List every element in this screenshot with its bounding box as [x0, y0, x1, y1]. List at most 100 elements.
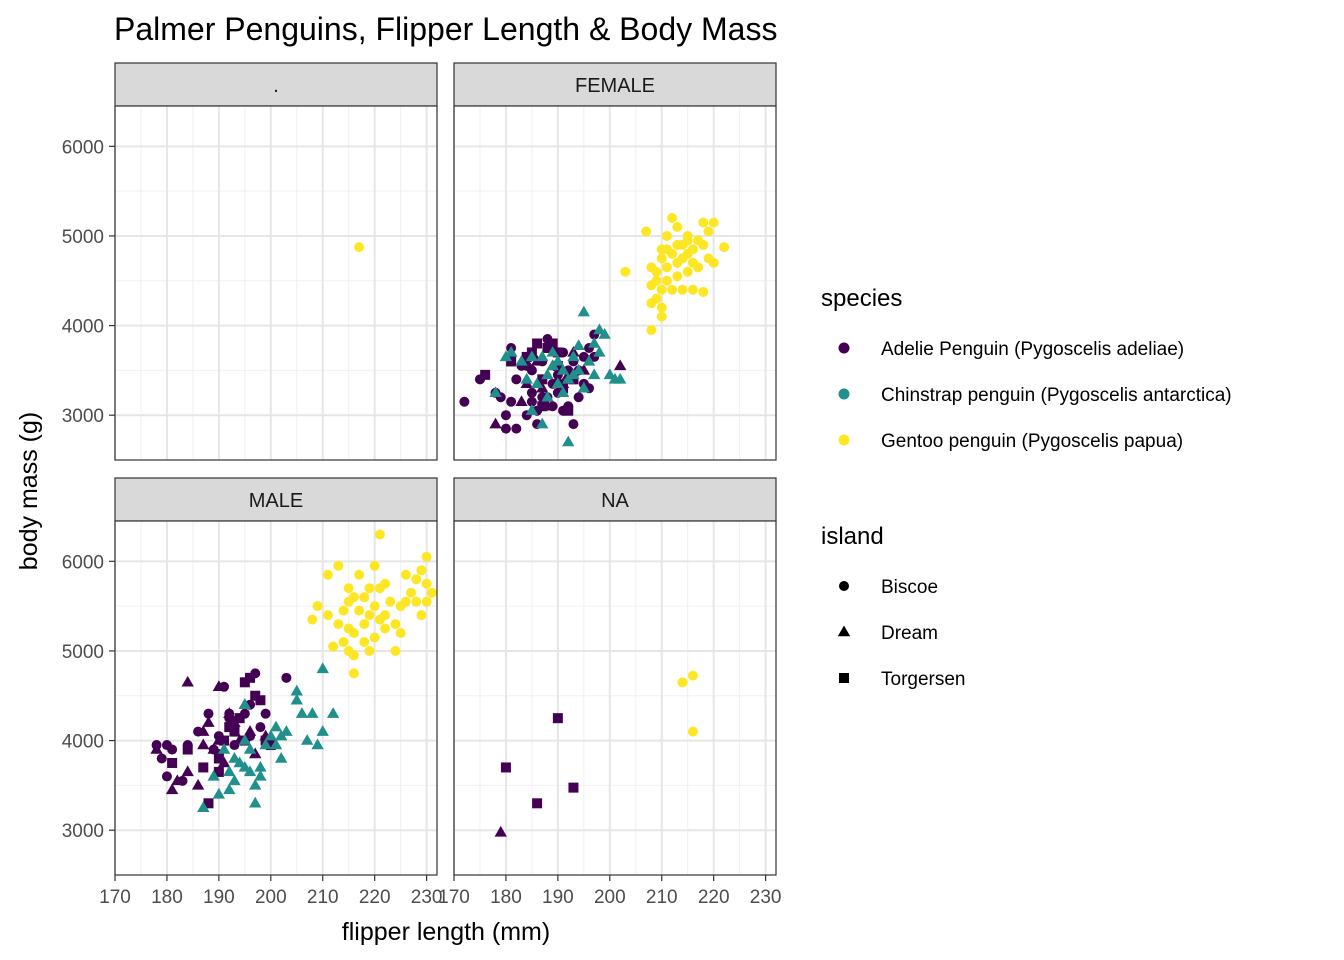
data-point: [620, 266, 631, 277]
axes: 3000 4000 5000 6000 3000 4000 5000 6000 170 180 19…: [62, 137, 782, 908]
data-point: [532, 338, 543, 349]
data-point: [582, 354, 596, 366]
data-point: [238, 760, 252, 772]
data-point: [421, 596, 432, 607]
data-point: [547, 338, 558, 349]
x-tick-label: 190: [203, 887, 235, 908]
legend-island-title: island: [821, 523, 884, 550]
data-point: [369, 560, 380, 571]
data-point: [551, 354, 565, 366]
data-point: [212, 680, 226, 692]
data-point: [264, 729, 277, 741]
data-point: [265, 740, 276, 751]
x-tick-label: 170: [438, 887, 470, 908]
facet-strip-label: MALE: [249, 490, 303, 512]
data-point: [233, 756, 246, 768]
data-point: [500, 423, 511, 434]
data-point: [348, 650, 359, 661]
data-point: [416, 610, 427, 621]
data-point: [197, 738, 210, 750]
facet-strip-label: FEMALE: [575, 75, 655, 97]
data-point: [646, 262, 657, 273]
data-point: [563, 405, 574, 416]
data-point: [411, 574, 422, 585]
data-point: [333, 619, 344, 630]
facet-panel-2: MALE: [114, 477, 438, 876]
data-point: [202, 716, 215, 727]
data-point: [243, 725, 257, 736]
data-point: [536, 417, 549, 429]
data-point: [672, 239, 683, 250]
data-point: [223, 765, 236, 777]
data-point: [354, 569, 365, 580]
y-tick-label: 3000: [62, 406, 104, 427]
data-point: [687, 284, 698, 295]
data-point: [537, 374, 548, 385]
data-point: [359, 619, 370, 630]
legend-species-label: Gentoo penguin (Pygoscelis papua): [881, 431, 1183, 452]
data-point: [506, 356, 517, 367]
data-point: [411, 596, 422, 607]
data-point: [494, 825, 507, 837]
data-point: [167, 757, 178, 768]
panel-background: [454, 521, 776, 875]
data-point: [245, 672, 256, 683]
data-point: [374, 529, 385, 540]
data-point: [243, 743, 257, 754]
x-tick-label: 170: [99, 887, 131, 908]
data-point: [525, 404, 539, 415]
data-point: [364, 645, 375, 656]
data-point: [573, 392, 584, 403]
data-point: [426, 587, 437, 598]
data-point: [213, 766, 224, 777]
data-point: [593, 323, 606, 335]
x-tick-label: 230: [411, 887, 443, 908]
data-point: [656, 284, 667, 295]
data-point: [348, 668, 359, 679]
data-point: [249, 796, 262, 808]
facet-panel-0: .: [114, 62, 438, 461]
y-tick-label: 6000: [62, 137, 104, 158]
data-point: [249, 778, 262, 790]
data-point: [338, 605, 349, 616]
chart-title: Palmer Penguins, Flipper Length & Body M…: [114, 11, 777, 47]
data-point: [197, 725, 210, 736]
data-point: [661, 262, 672, 273]
data-point: [500, 410, 511, 421]
data-point: [537, 401, 548, 412]
data-point: [280, 725, 293, 736]
y-tick-label: 6000: [62, 552, 104, 573]
facet-strip: [114, 62, 438, 107]
data-point: [708, 217, 719, 228]
panel-border: [114, 520, 438, 876]
data-point: [656, 253, 667, 264]
data-point: [489, 386, 502, 398]
data-point: [390, 619, 401, 630]
x-tick-label: 200: [255, 887, 287, 908]
data-point: [520, 372, 533, 384]
x-axis-title: flipper length (mm): [342, 918, 550, 946]
data-point: [322, 569, 333, 580]
data-point: [506, 396, 517, 407]
data-point: [677, 677, 688, 688]
data-point: [328, 641, 339, 652]
data-point: [646, 325, 657, 336]
legend-island-label: Torgersen: [881, 669, 966, 690]
data-point: [290, 684, 303, 696]
legend-species-title: species: [821, 285, 902, 312]
data-point: [234, 713, 245, 724]
data-point: [489, 417, 502, 429]
data-point: [500, 762, 511, 773]
data-point: [322, 610, 333, 621]
data-point: [300, 734, 314, 745]
legend: species island Adelie Penguin (Pygosceli…: [821, 285, 1232, 690]
data-point: [338, 636, 349, 647]
data-point: [698, 286, 709, 297]
data-point: [207, 743, 220, 754]
data-point: [568, 374, 579, 385]
data-point: [400, 596, 411, 607]
x-tick-label: 230: [750, 887, 782, 908]
data-point: [839, 581, 849, 591]
data-point: [661, 230, 672, 241]
data-point: [551, 377, 565, 389]
